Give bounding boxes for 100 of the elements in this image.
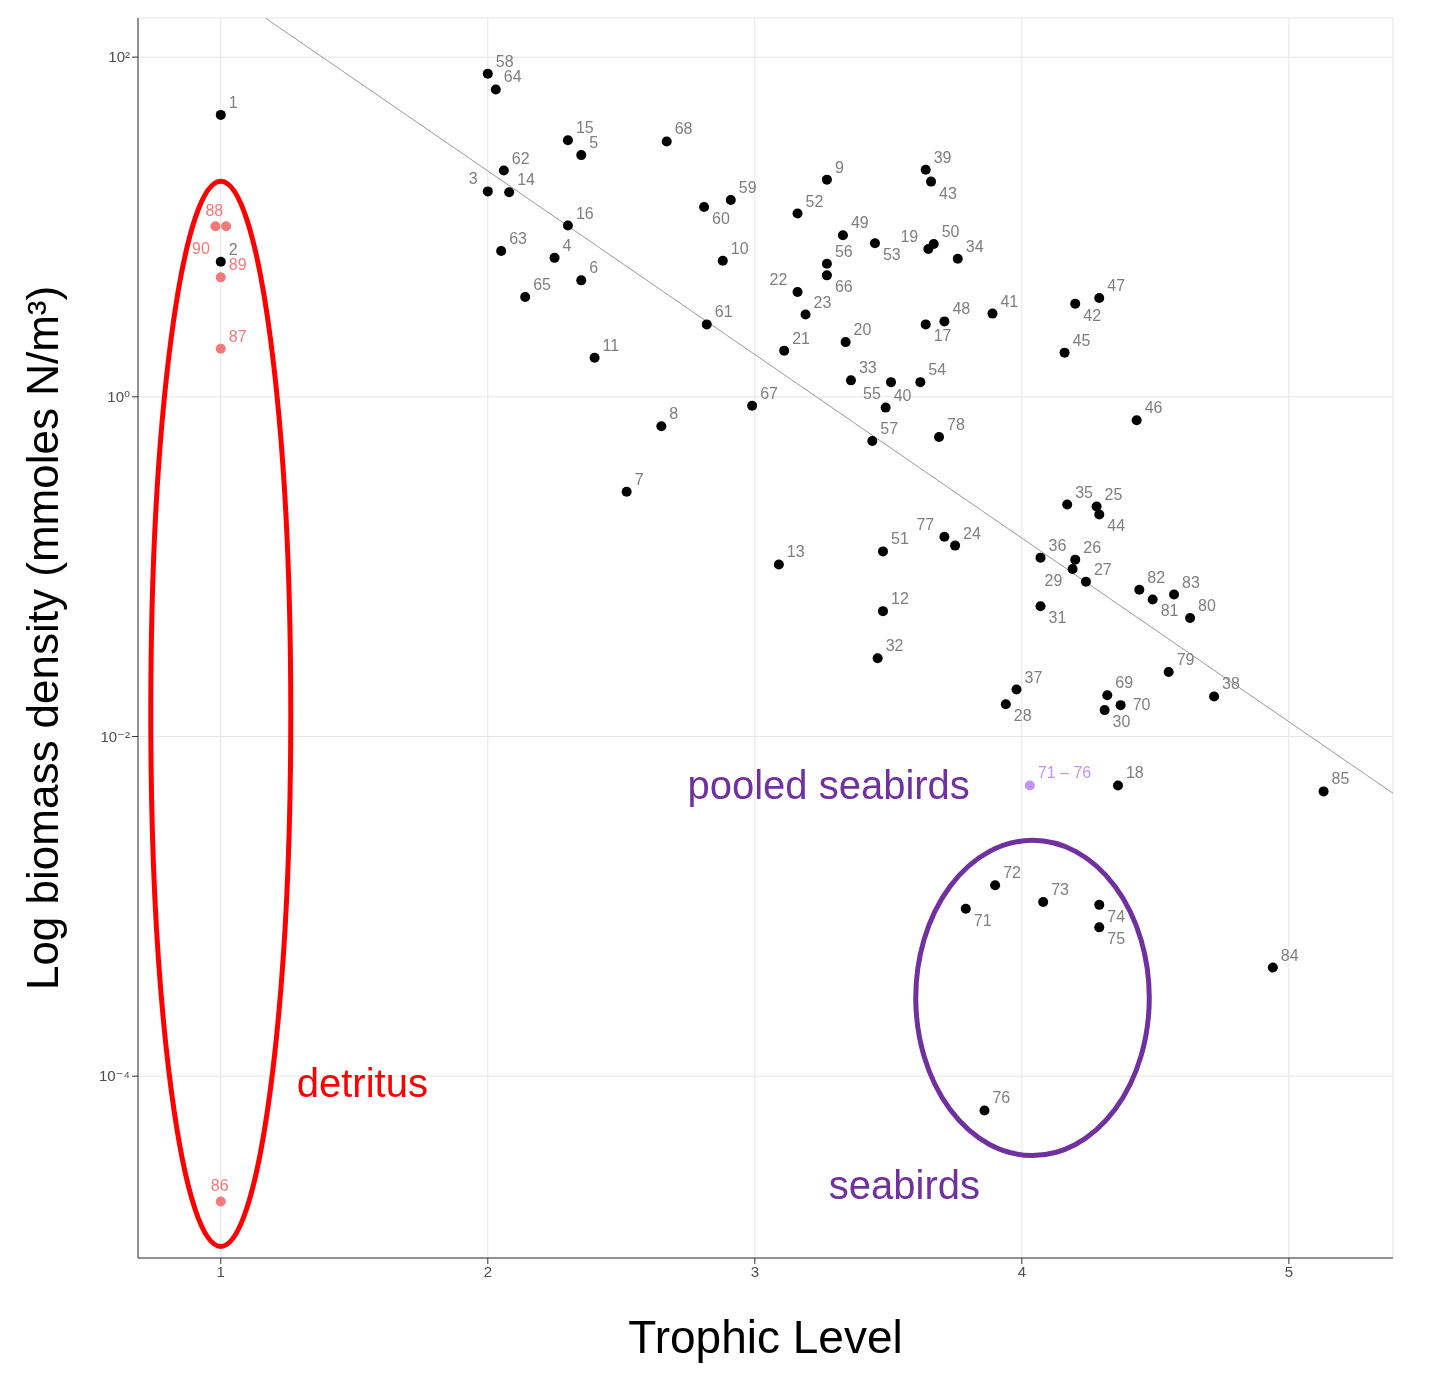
annotation: 33 [858, 359, 877, 377]
annotation: 21 [792, 329, 811, 347]
annotation: 82 [1147, 568, 1166, 586]
annotation: 31 [1048, 609, 1067, 627]
y-tick-label: 10⁰ [107, 388, 130, 406]
point [1024, 780, 1035, 791]
point [221, 221, 232, 232]
x-tick-label: 5 [1284, 1262, 1294, 1280]
annotation: 28 [1013, 707, 1032, 725]
point [215, 1196, 226, 1207]
y-axis-title: Log biomass density (mmoles N/m³) [18, 285, 67, 991]
annotation: 60 [712, 210, 730, 228]
series-label: pooled seabirds [687, 763, 970, 808]
annotation: 43 [939, 184, 957, 202]
annotation: 16 [575, 204, 594, 222]
annotation: 27 [1093, 560, 1112, 578]
annotation: 61 [714, 303, 733, 321]
y-tick-label: 10⁻⁴ [98, 1067, 130, 1085]
annotation: 36 [1048, 536, 1067, 554]
annotation: 49 [850, 214, 869, 232]
text: detritus [296, 1061, 428, 1106]
point [215, 272, 226, 283]
annotation: 13 [786, 543, 805, 561]
annotation: 71 [973, 911, 992, 929]
annotation: 89 [228, 256, 247, 274]
annotation: 76 [992, 1089, 1011, 1107]
annotation: 14 [517, 171, 536, 189]
annotation: 80 [1198, 597, 1216, 615]
point [210, 221, 221, 232]
point [215, 343, 226, 354]
annotation: 79 [1176, 650, 1195, 668]
annotation: 70 [1132, 696, 1151, 714]
annotation: 22 [769, 271, 788, 289]
annotation: 73 [1051, 881, 1070, 899]
annotation: 39 [933, 148, 952, 166]
annotation: 19 [900, 228, 919, 246]
annotation: 34 [965, 237, 984, 255]
annotation: 41 [1000, 292, 1019, 310]
annotation: 58 [495, 52, 514, 70]
annotation: 3 [468, 170, 478, 188]
annotation: 20 [853, 321, 872, 339]
annotation: 64 [503, 68, 522, 86]
annotation: 6 [589, 259, 599, 277]
annotation: 7 [634, 470, 644, 488]
annotation: 86 [210, 1177, 229, 1195]
annotation: 53 [882, 246, 901, 264]
point [1094, 922, 1105, 933]
annotation: 59 [738, 179, 757, 197]
annotation: 32 [885, 637, 904, 655]
annotation: 72 [1003, 864, 1022, 882]
annotation: 23 [813, 293, 832, 311]
annotation: 40 [893, 386, 912, 404]
annotation: 48 [952, 300, 971, 318]
annotation: 90 [192, 240, 211, 258]
annotation: 51 [890, 530, 909, 548]
annotation: 81 [1160, 602, 1179, 620]
annotation: 88 [205, 202, 224, 220]
annotation: 37 [1024, 668, 1043, 686]
annotation: 65 [533, 276, 552, 293]
annotation: 52 [805, 192, 824, 210]
annotation: 1 [228, 93, 238, 111]
point [979, 1105, 990, 1116]
annotation: 46 [1144, 399, 1163, 417]
annotation: 35 [1075, 483, 1094, 501]
annotation: 55 [863, 385, 881, 403]
annotation: 69 [1115, 674, 1134, 692]
point [960, 903, 971, 914]
x-axis-title: Trophic Level [628, 1311, 903, 1363]
annotation: 62 [511, 149, 530, 167]
annotation: 50 [941, 223, 960, 241]
annotation: 38 [1222, 675, 1240, 693]
series-label: seabirds [828, 1163, 980, 1208]
annotation: 45 [1072, 331, 1091, 349]
annotation: 2 [228, 240, 238, 258]
annotation: 77 [916, 515, 935, 533]
annotation: 24 [963, 524, 981, 542]
annotation: 4 [562, 236, 572, 254]
annotation: 8 [669, 405, 679, 423]
annotation: 10 [730, 239, 749, 257]
x-tick-label: 1 [216, 1262, 225, 1280]
annotation: 44 [1107, 517, 1126, 535]
annotation: 5 [589, 134, 599, 152]
annotation: 57 [880, 419, 899, 437]
annotation: 78 [947, 416, 965, 433]
annotation: 11 [602, 336, 620, 354]
annotation: 67 [760, 384, 779, 402]
annotation: 42 [1083, 306, 1102, 324]
annotation: 17 [933, 327, 952, 345]
annotation: 71 – 76 [1037, 764, 1092, 782]
annotation: 83 [1182, 573, 1200, 591]
annotation: 25 [1104, 485, 1123, 503]
annotation: 63 [509, 230, 528, 247]
x-tick-label: 3 [750, 1262, 759, 1280]
annotation: 85 [1331, 770, 1350, 788]
annotation: 29 [1044, 572, 1063, 590]
point [990, 880, 1001, 891]
annotation: 9 [834, 158, 844, 176]
annotation: 56 [834, 242, 853, 260]
annotation: 18 [1125, 764, 1144, 782]
y-tick-label: 10² [108, 48, 130, 66]
